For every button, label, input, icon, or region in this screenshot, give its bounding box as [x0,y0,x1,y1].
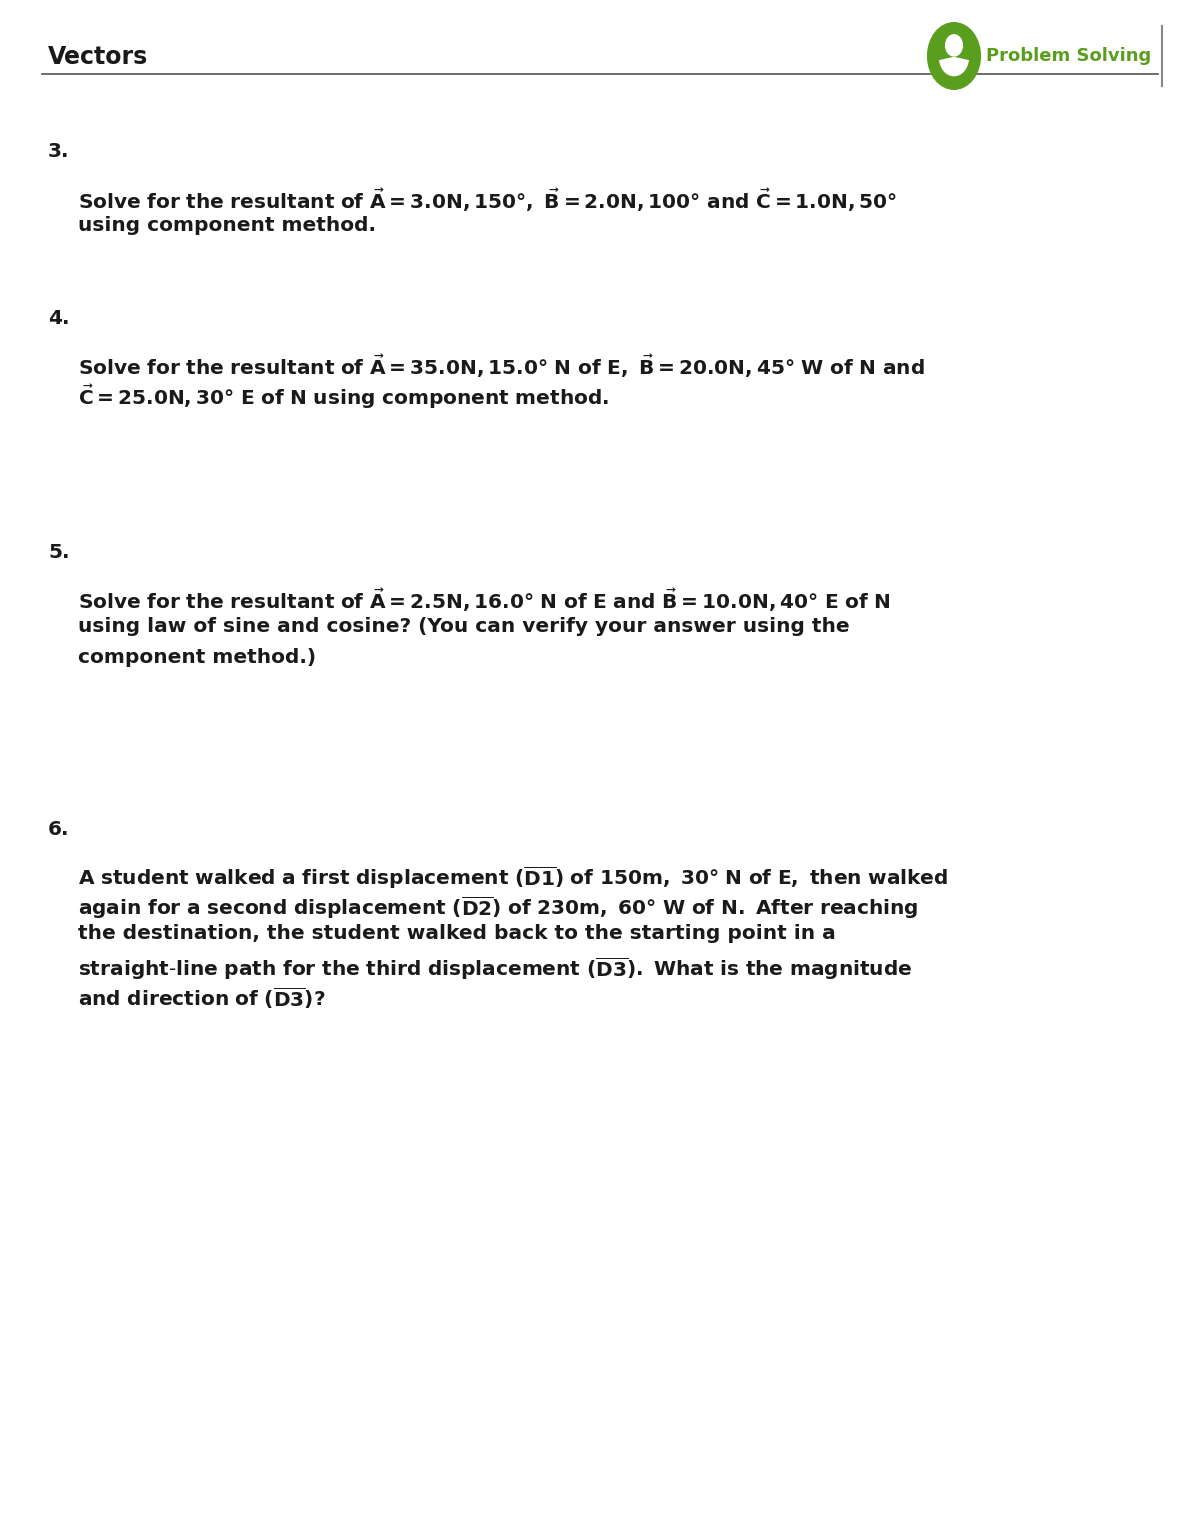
Text: $\mathbf{Solve\ for\ the\ resultant\ of\ \vec{A} = 35.0N, 15.0°\ }$$\mathit{\mat: $\mathbf{Solve\ for\ the\ resultant\ of\… [78,353,925,380]
Circle shape [928,23,980,89]
Wedge shape [940,57,968,76]
Text: 6.: 6. [48,820,70,840]
Text: 4.: 4. [48,309,70,328]
Text: $\mathbf{Solve\ for\ the\ resultant\ of\ \vec{A} = 3.0N, 150°,\ \vec{B} = 2.0N, : $\mathbf{Solve\ for\ the\ resultant\ of\… [78,186,898,213]
Text: the destination, the student walked back to the starting point in a: the destination, the student walked back… [78,924,835,944]
Text: Vectors: Vectors [48,45,149,70]
Text: $\mathbf{\vec{C} = 25.0N, 30°\ }$$\mathit{\mathbf{E\ of\ N}}$$\mathbf{\ using\ c: $\mathbf{\vec{C} = 25.0N, 30°\ }$$\mathi… [78,383,610,412]
Text: $\mathbf{straight\text{-}line\ path\ for\ the\ third\ displacement\ (\overline{D: $\mathbf{straight\text{-}line\ path\ for… [78,955,912,982]
Text: $\mathbf{A\ student\ walked\ a\ first\ displacement\ (\overline{D1})\ of\ 150}$$: $\mathbf{A\ student\ walked\ a\ first\ d… [78,864,948,891]
Text: $\mathbf{again\ for\ a\ second\ displacement\ (\overline{D2})\ of\ 230}$$\mathit: $\mathbf{again\ for\ a\ second\ displace… [78,894,918,921]
Text: component method.): component method.) [78,648,316,667]
Text: using law of sine and cosine? (You can verify your answer using the: using law of sine and cosine? (You can v… [78,617,850,637]
Text: $\mathbf{and\ direction\ of\ (\overline{D3})?}$: $\mathbf{and\ direction\ of\ (\overline{… [78,985,325,1011]
Text: Problem Solving: Problem Solving [986,47,1152,65]
Text: using component method.: using component method. [78,216,376,236]
Text: 5.: 5. [48,543,70,563]
Circle shape [946,35,962,56]
Text: $\mathbf{Solve\ for\ the\ resultant\ of\ \vec{A} = 2.5N, 16.0°\ }$$\mathit{\math: $\mathbf{Solve\ for\ the\ resultant\ of\… [78,587,890,614]
Text: 3.: 3. [48,142,70,162]
